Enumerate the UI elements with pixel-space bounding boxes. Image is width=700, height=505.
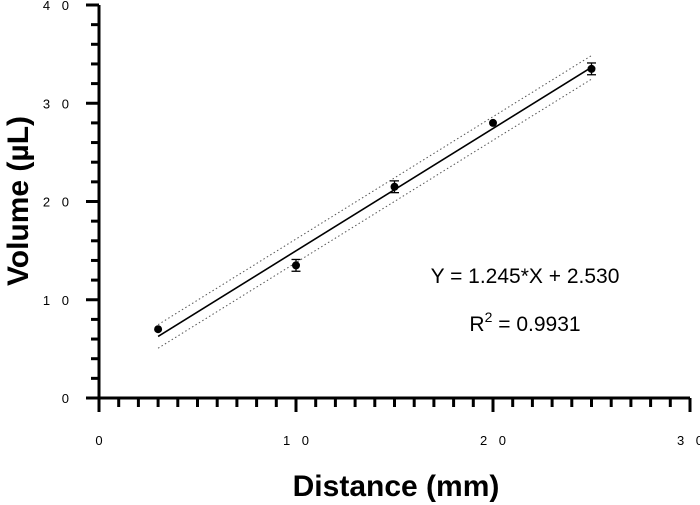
y-tick-label: 2 0 bbox=[43, 195, 73, 210]
data-point bbox=[154, 325, 163, 334]
data-point bbox=[292, 261, 300, 270]
fit-line-group bbox=[157, 66, 592, 338]
x-axis-title: Distance (mm) bbox=[293, 470, 500, 503]
r-squared-symbol: R bbox=[469, 313, 484, 336]
tick-labels: 0 1 0 2 0 3 0 0 1 0 2 0 3 0 4 0 bbox=[43, 0, 700, 448]
fit-line bbox=[157, 66, 592, 338]
data-points bbox=[154, 62, 596, 334]
confidence-band-upper bbox=[157, 55, 592, 326]
x-tick-label: 1 0 bbox=[283, 433, 313, 448]
data-point bbox=[489, 118, 497, 127]
r-squared-superscript: 2 bbox=[485, 309, 493, 325]
axes bbox=[97, 5, 690, 400]
fit-equation: Y = 1.245*X + 2.530 bbox=[431, 265, 620, 288]
x-tick-label: 0 bbox=[95, 433, 106, 448]
x-tick-label: 3 0 bbox=[677, 433, 700, 448]
confidence-band-lower bbox=[157, 78, 592, 349]
y-tick-label: 4 0 bbox=[43, 0, 73, 13]
confidence-band bbox=[157, 55, 592, 349]
data-point bbox=[390, 182, 399, 191]
data-point bbox=[587, 64, 596, 73]
y-tick-label: 3 0 bbox=[43, 96, 73, 111]
y-tick-label: 0 bbox=[62, 391, 73, 406]
r-squared-label: R2 = 0.9931 bbox=[469, 309, 580, 336]
y-tick-label: 1 0 bbox=[43, 293, 73, 308]
ticks bbox=[86, 3, 692, 412]
y-axis-title: Volume (µL) bbox=[2, 116, 35, 286]
r-squared-value: = 0.9931 bbox=[492, 313, 580, 336]
x-tick-label: 2 0 bbox=[480, 433, 510, 448]
